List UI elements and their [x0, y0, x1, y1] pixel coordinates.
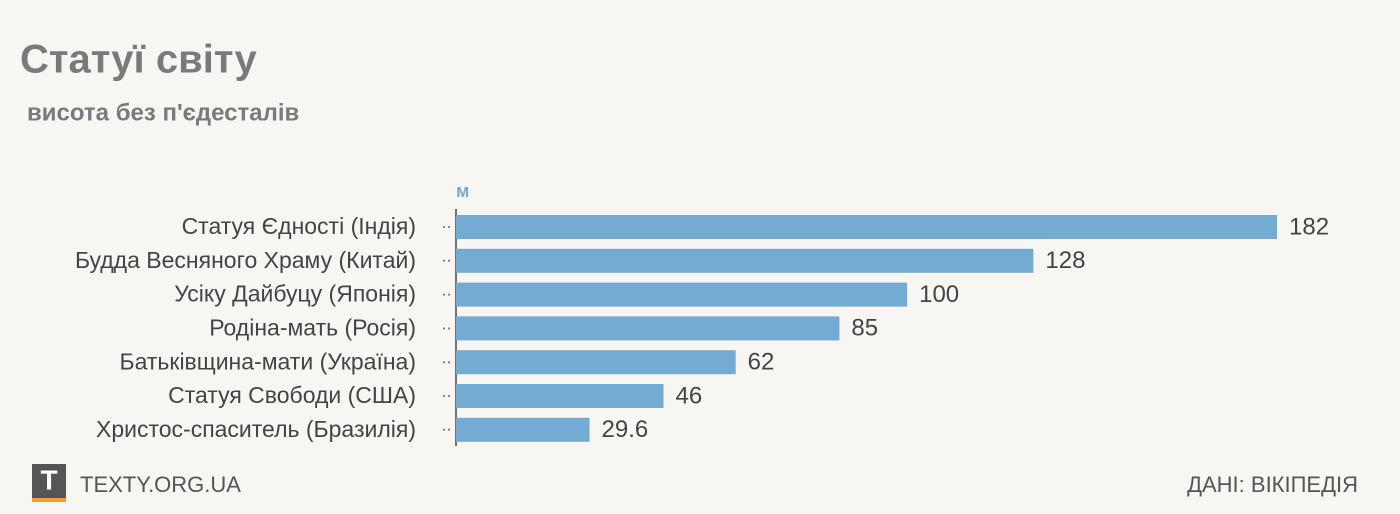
chart-subtitle: висота без п'єдесталів [27, 99, 299, 126]
tick-dot [448, 293, 450, 296]
tick-dot [448, 395, 450, 397]
bar [456, 417, 590, 442]
bar [456, 215, 1277, 239]
category-label: Батьківщина-мати (Україна) [119, 348, 416, 374]
tick-dot [443, 293, 445, 296]
tick-dot [443, 259, 445, 262]
tick-dot [443, 226, 445, 228]
tick-dot [443, 327, 445, 330]
bar [456, 316, 840, 341]
tick-dot [443, 395, 445, 397]
value-label: 182 [1289, 213, 1329, 240]
category-label: Родіна-мать (Росія) [209, 314, 416, 340]
value-label: 100 [919, 281, 959, 308]
category-label: Статуя Свободи (США) [168, 382, 416, 408]
unit-label: м [456, 181, 469, 201]
value-label: 62 [748, 349, 775, 376]
category-label: Будда Весняного Храму (Китай) [75, 247, 416, 273]
bar [456, 350, 736, 375]
bar [456, 248, 1034, 273]
logo-underline [32, 498, 66, 502]
value-label: 128 [1045, 247, 1085, 274]
category-label: Усіку Дайбуцу (Японія) [174, 281, 416, 307]
tick-dot [443, 428, 445, 431]
logo-letter: T [40, 464, 57, 495]
tick-dot [448, 428, 450, 431]
tick-dot [443, 361, 445, 364]
value-label: 85 [851, 315, 878, 342]
brand: TEXTY.ORG.UA [80, 472, 241, 497]
chart-title: Статуї світу [20, 38, 257, 82]
source: ДАНІ: ВІКІПЕДІЯ [1187, 472, 1358, 497]
bar [456, 384, 664, 408]
tick-dot [448, 226, 450, 228]
value-label: 46 [676, 382, 703, 409]
tick-dot [448, 259, 450, 262]
bar [456, 282, 908, 307]
value-label: 29.6 [602, 416, 649, 443]
category-label: Христос-спаситель (Бразилія) [96, 416, 416, 442]
tick-dot [448, 361, 450, 364]
category-label: Статуя Єдності (Індія) [182, 213, 416, 239]
tick-dot [448, 327, 450, 330]
logo-box [32, 464, 66, 498]
